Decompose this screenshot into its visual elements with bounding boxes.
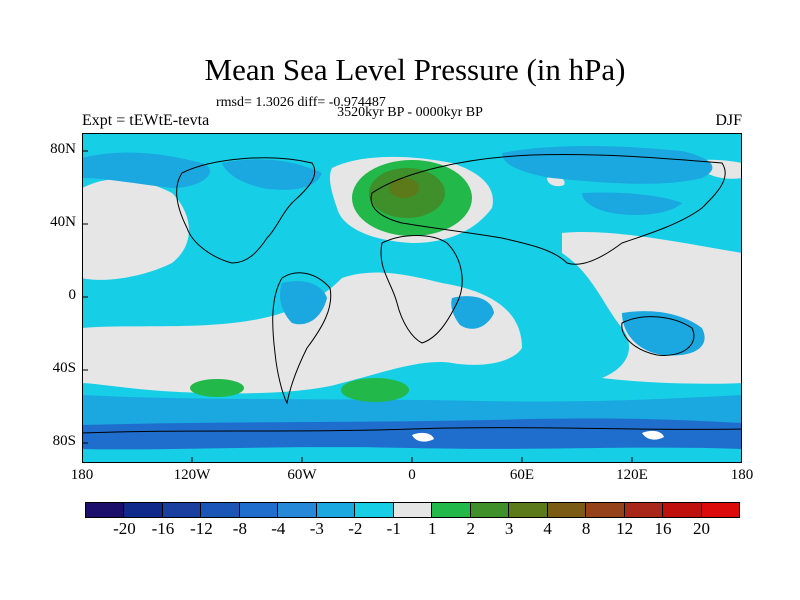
neutral-region — [82, 272, 522, 394]
experiment-label: Expt = tEWtE-tevta — [82, 112, 210, 129]
negative-region — [451, 296, 494, 329]
colorbar-label: -12 — [190, 519, 213, 538]
lon-label: 0 — [408, 467, 416, 483]
colorbar-box — [200, 502, 240, 518]
eurasia-coast — [370, 154, 726, 265]
strong-negative-region — [82, 418, 742, 450]
white-patch — [412, 432, 434, 442]
season-label: DJF — [715, 112, 742, 129]
neutral-region — [547, 176, 565, 187]
neutral-region — [82, 178, 189, 280]
positive-regions — [190, 160, 472, 402]
colorbar-box — [508, 502, 548, 518]
colorbar-box — [469, 502, 510, 518]
negative-region — [502, 146, 713, 184]
colorbar-box — [546, 502, 587, 518]
colorbar-box — [238, 502, 279, 518]
colorbar-label: -8 — [232, 519, 247, 538]
negative-region — [280, 281, 327, 325]
colorbar-label: 4 — [543, 519, 552, 538]
colorbar-label: 12 — [616, 519, 634, 538]
pressure-anomaly-map — [82, 133, 742, 463]
north-america-coast — [176, 157, 315, 264]
negative-region — [622, 311, 705, 356]
axis-ticks — [82, 150, 633, 463]
colorbar-label: 8 — [581, 519, 591, 538]
positive-region — [341, 378, 409, 402]
lat-label: 0 — [68, 287, 77, 303]
colorbar-box — [315, 502, 356, 518]
colorbar-label: 1 — [427, 519, 437, 538]
colorbar-box — [623, 502, 664, 518]
white-patch — [642, 430, 664, 440]
colorbar-box — [700, 502, 740, 518]
coastlines — [82, 154, 742, 434]
colorbar-label: -1 — [386, 519, 401, 538]
colorbar-label: 16 — [654, 519, 672, 538]
lon-label: 180 — [730, 467, 754, 483]
lon-label: 120E — [616, 467, 648, 483]
antarctica-coast — [82, 427, 742, 434]
colorbar-box — [585, 502, 625, 518]
colorbar-box — [85, 502, 125, 518]
colorbar-box — [161, 502, 202, 518]
negative-region — [582, 192, 682, 215]
colorbar-box — [123, 502, 163, 518]
colorbar-box — [277, 502, 317, 518]
positive-region — [389, 178, 419, 198]
colorbar-label: -3 — [309, 519, 324, 538]
colorbar-label: -4 — [271, 519, 286, 538]
south-america-coast — [272, 272, 332, 405]
lat-label: 80S — [52, 433, 76, 449]
negative-region — [82, 152, 211, 188]
map-title: Mean Sea Level Pressure (in hPa) — [204, 52, 626, 87]
lat-label: 40S — [52, 360, 76, 376]
rmsd-diff-stats: rmsd= 1.3026 diff= -0.974487 — [216, 95, 386, 110]
strong-negative-regions — [82, 418, 742, 450]
colorbar-label: 20 — [693, 519, 711, 538]
lon-label: 60W — [287, 467, 317, 483]
colorbar-label: 2 — [466, 519, 475, 538]
lon-label: 180 — [70, 467, 94, 483]
lat-label: 80N — [50, 141, 76, 157]
positive-region — [190, 379, 244, 397]
colorbar — [85, 502, 740, 518]
lat-label: 40N — [50, 214, 76, 230]
colorbar-box — [392, 502, 433, 518]
negative-region — [222, 159, 322, 190]
colorbar-label: -16 — [151, 519, 175, 538]
australia-coast — [621, 316, 695, 356]
lon-label: 60E — [509, 467, 535, 483]
colorbar-label: -2 — [348, 519, 363, 538]
colorbar-box — [431, 502, 471, 518]
colorbar-label: 3 — [504, 519, 514, 538]
lon-label: 120W — [173, 467, 211, 483]
colorbar-box — [354, 502, 394, 518]
africa-coast — [380, 235, 463, 344]
period-label: 3520kyr BP - 0000kyr BP — [337, 105, 483, 120]
colorbar-box — [662, 502, 702, 518]
colorbar-label: -20 — [113, 519, 136, 538]
